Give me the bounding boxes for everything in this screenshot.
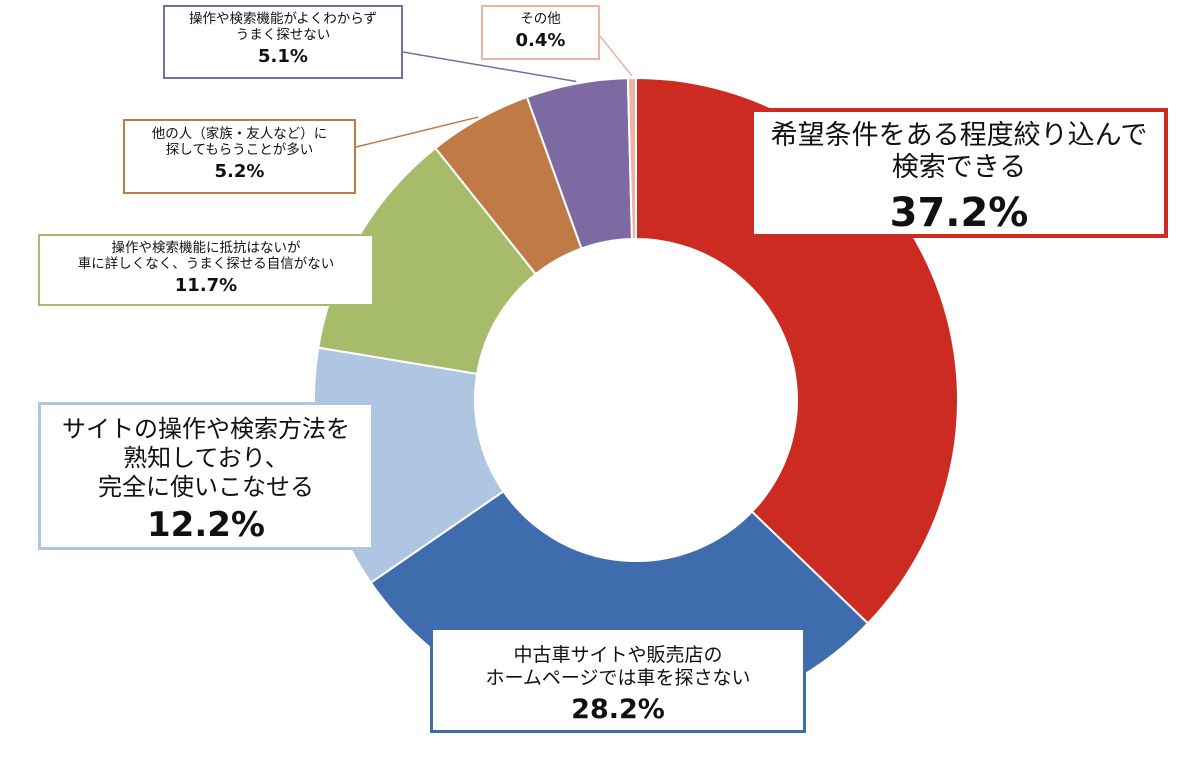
percent-label: 5.1% [258, 46, 308, 68]
leader-lines [355, 35, 633, 148]
label-box-other: その他 0.4% [481, 5, 600, 60]
percent-label: 12.2% [147, 505, 265, 546]
label-line: 探してもらうことが多い [165, 142, 314, 159]
label-line: うまく探せない [235, 27, 331, 44]
label-box-others-search: 他の人（家族・友人など）に 探してもらうことが多い 5.2% [123, 119, 356, 194]
percent-label: 5.2% [214, 161, 265, 183]
percent-label: 28.2% [571, 693, 665, 725]
donut-slice-6 [626, 76, 637, 241]
leader-line-5 [402, 51, 577, 83]
label-line: ホームページでは車を探さない [485, 666, 751, 689]
leader-line-4 [355, 116, 479, 148]
label-line: 他の人（家族・友人など）に [151, 126, 328, 142]
label-line: 操作や検索機能がよくわからず [188, 11, 378, 27]
label-box-cannot-search: 操作や検索機能がよくわからず うまく探せない 5.1% [163, 5, 403, 79]
label-box-no-search-on-sites: 中古車サイトや販売店の ホームページでは車を探さない 28.2% [430, 627, 806, 733]
leader-line-6 [599, 35, 633, 77]
label-line: 完全に使いこなせる [98, 472, 314, 501]
label-box-search-narrowed: 希望条件をある程度絞り込んで 検索できる 37.2% [750, 108, 1168, 238]
label-line: 車に詳しくなく、うまく探せる自信がない [77, 256, 335, 273]
label-box-not-confident: 操作や検索機能に抵抗はないが 車に詳しくなく、うまく探せる自信がない 11.7% [38, 234, 374, 306]
label-line: 希望条件をある程度絞り込んで [770, 120, 1148, 151]
percent-label: 0.4% [515, 30, 566, 52]
label-line: 中古車サイトや販売店の [513, 644, 723, 666]
label-line: 検索できる [891, 152, 1027, 184]
percent-label: 37.2% [889, 189, 1029, 236]
percent-label: 11.7% [174, 275, 238, 297]
label-line: 熟知しており、 [123, 443, 289, 472]
label-line: サイトの操作や検索方法を [62, 415, 350, 443]
label-box-fully-proficient: サイトの操作や検索方法を 熟知しており、 完全に使いこなせる 12.2% [38, 402, 374, 550]
label-line: 操作や検索機能に抵抗はないが [111, 240, 301, 256]
label-line: その他 [520, 11, 561, 27]
